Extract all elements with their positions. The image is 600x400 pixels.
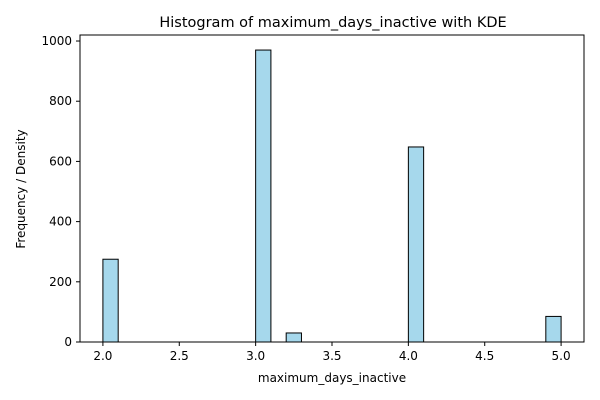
x-axis-label: maximum_days_inactive bbox=[258, 371, 406, 385]
y-tick-label: 0 bbox=[64, 335, 72, 349]
x-axis-ticks: 2.0 2.5 3.0 3.5 4.0 4.5 5.0 bbox=[93, 342, 571, 363]
y-tick-label: 600 bbox=[49, 154, 72, 168]
x-tick-label: 3.0 bbox=[246, 349, 265, 363]
x-tick-label: 2.5 bbox=[170, 349, 189, 363]
y-axis-ticks: 0 200 400 600 800 1000 bbox=[41, 34, 80, 349]
histogram-bar bbox=[407, 146, 425, 343]
x-tick-label: 5.0 bbox=[552, 349, 571, 363]
x-tick-label: 4.5 bbox=[475, 349, 494, 363]
x-tick-label: 2.0 bbox=[93, 349, 112, 363]
y-tick-label: 1000 bbox=[41, 34, 72, 48]
y-tick-label: 200 bbox=[49, 275, 72, 289]
chart-title: Histogram of maximum_days_inactive with … bbox=[159, 15, 506, 31]
plot-frame bbox=[79, 34, 585, 343]
histogram-bar bbox=[285, 332, 302, 343]
x-tick-label: 3.5 bbox=[322, 349, 341, 363]
bars-group bbox=[102, 49, 562, 343]
y-tick-label: 400 bbox=[49, 215, 72, 229]
histogram-bar bbox=[545, 315, 562, 343]
y-axis-label: Frequency / Density bbox=[14, 129, 28, 248]
x-tick-label: 4.0 bbox=[399, 349, 418, 363]
histogram-bar bbox=[255, 49, 272, 343]
y-tick-label: 800 bbox=[49, 94, 72, 108]
histogram-bar bbox=[102, 258, 119, 343]
